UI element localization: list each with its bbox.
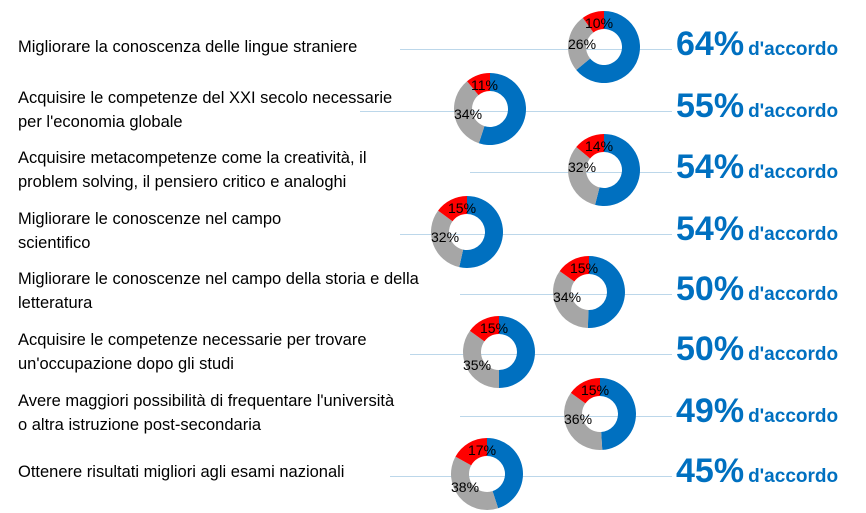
row-label-line: un'occupazione dopo gli studi bbox=[18, 355, 234, 373]
neutral-label: 34% bbox=[454, 106, 482, 122]
agree-percentage: 54% d'accordo bbox=[676, 148, 838, 187]
disagree-label: 15% bbox=[581, 382, 609, 398]
agree-slice bbox=[478, 73, 526, 145]
neutral-label: 35% bbox=[463, 357, 491, 373]
disagree-slice bbox=[582, 11, 604, 33]
neutral-label: 32% bbox=[568, 159, 596, 175]
donut: 15% 36% bbox=[564, 378, 636, 450]
leader-line bbox=[390, 476, 672, 477]
row-label: Acquisire le competenze del XXI secolo n… bbox=[18, 86, 392, 134]
agree-slice bbox=[459, 196, 503, 268]
agree-slice bbox=[576, 11, 640, 83]
agree-word: d'accordo bbox=[748, 101, 839, 122]
agree-value: 45% bbox=[676, 452, 745, 490]
neutral-label: 34% bbox=[553, 289, 581, 305]
agree-slice bbox=[499, 316, 535, 388]
donut: 17% 38% bbox=[451, 438, 523, 510]
donut: 15% 34% bbox=[553, 256, 625, 328]
leader-line bbox=[400, 49, 672, 50]
agree-word: d'accordo bbox=[748, 466, 839, 487]
disagree-slice bbox=[438, 196, 467, 222]
donut: 15% 32% bbox=[431, 196, 503, 268]
row-label-line: Migliorare la conoscenza delle lingue st… bbox=[18, 38, 358, 56]
row-label: Acquisire metacompetenze come la creativ… bbox=[18, 146, 366, 194]
row-label-line: problem solving, il pensiero critico e a… bbox=[18, 173, 347, 191]
neutral-slice bbox=[568, 147, 600, 205]
row-label: Ottenere risultati migliori agli esami n… bbox=[18, 460, 344, 484]
agree-value: 54% bbox=[676, 148, 745, 186]
donut: 14%32% bbox=[568, 134, 641, 206]
row-label: Acquisire le competenze necessarie per t… bbox=[18, 328, 367, 376]
disagree-slice bbox=[576, 134, 604, 159]
agree-percentage: 55% d'accordo bbox=[676, 87, 838, 126]
disagree-slice bbox=[559, 256, 589, 282]
leader-line bbox=[410, 354, 672, 355]
neutral-slice bbox=[568, 17, 594, 70]
agree-word: d'accordo bbox=[748, 406, 839, 427]
agree-word: d'accordo bbox=[748, 284, 839, 305]
disagree-label: 14% bbox=[585, 138, 613, 154]
agree-slice bbox=[595, 134, 641, 206]
neutral-slice bbox=[564, 392, 603, 450]
agree-value: 49% bbox=[676, 392, 745, 430]
row-label-line: Ottenere risultati migliori agli esami n… bbox=[18, 463, 345, 481]
agree-value: 50% bbox=[676, 330, 745, 368]
disagree-slice bbox=[570, 378, 600, 404]
donut: 11% 34% bbox=[453, 73, 526, 145]
disagree-slice bbox=[455, 438, 487, 466]
agree-value: 64% bbox=[676, 25, 745, 63]
row-label-line: Avere maggiori possibilità di frequentar… bbox=[18, 392, 395, 410]
disagree-label: 11% bbox=[471, 77, 498, 93]
row-label-line: per l'economia globale bbox=[18, 113, 183, 131]
agree-word: d'accordo bbox=[748, 39, 839, 60]
row-label-line: o altra istruzione post-secondaria bbox=[18, 416, 262, 434]
disagree-slice bbox=[467, 73, 490, 96]
row-label: Avere maggiori possibilità di frequentar… bbox=[18, 389, 394, 437]
agree-word: d'accordo bbox=[748, 344, 839, 365]
agree-percentage: 50% d'accordo bbox=[676, 330, 838, 369]
neutral-slice bbox=[463, 330, 499, 388]
agree-percentage: 45% d'accordo bbox=[676, 452, 838, 491]
agree-value: 54% bbox=[676, 210, 745, 248]
neutral-label: 32% bbox=[431, 229, 459, 245]
neutral-slice bbox=[553, 271, 589, 328]
disagree-label: 17% bbox=[468, 442, 496, 458]
row-label: Migliorare le conoscenze nel campo scient… bbox=[18, 207, 281, 255]
neutral-label: 26% bbox=[568, 36, 596, 52]
disagree-slice bbox=[469, 316, 499, 342]
agree-word: d'accordo bbox=[748, 162, 839, 183]
agree-value: 55% bbox=[676, 87, 745, 125]
agree-percentage: 50% d'accordo bbox=[676, 270, 838, 309]
row-label: Migliorare la conoscenza delle lingue st… bbox=[18, 35, 357, 59]
agree-slice bbox=[487, 438, 523, 509]
row-label-line: Acquisire le competenze del XXI secolo n… bbox=[18, 89, 393, 107]
leader-line bbox=[400, 234, 672, 235]
row-label-line: Acquisire metacompetenze come la creativ… bbox=[18, 149, 367, 167]
disagree-label: 10% bbox=[585, 15, 613, 31]
neutral-label: 36% bbox=[564, 411, 592, 427]
disagree-label: 15% bbox=[448, 200, 476, 216]
row-label-line: Migliorare le conoscenze nel campo della… bbox=[18, 270, 419, 288]
row-label-line: Acquisire le competenze necessarie per t… bbox=[18, 331, 367, 349]
agree-slice bbox=[600, 378, 636, 450]
donut: 10%26% bbox=[568, 11, 640, 83]
agree-word: d'accordo bbox=[748, 224, 839, 245]
agree-slice bbox=[587, 256, 625, 328]
neutral-slice bbox=[451, 456, 499, 510]
row-label-line: Migliorare le conoscenze nel campo bbox=[18, 210, 282, 228]
neutral-slice bbox=[431, 210, 464, 268]
row-label: Migliorare le conoscenze nel campo della… bbox=[18, 267, 419, 315]
row-label-line: letteratura bbox=[18, 294, 93, 312]
agree-percentage: 54% d'accordo bbox=[676, 210, 838, 249]
neutral-slice bbox=[453, 81, 485, 144]
disagree-label: 15% bbox=[570, 260, 598, 276]
donut: 15% 35% bbox=[463, 316, 535, 388]
agree-value: 50% bbox=[676, 270, 745, 308]
disagree-label: 15% bbox=[480, 320, 508, 336]
neutral-label: 38% bbox=[451, 479, 479, 495]
row-label-line: scientifico bbox=[18, 234, 91, 252]
agree-percentage: 49% d'accordo bbox=[676, 392, 838, 431]
agree-percentage: 64% d'accordo bbox=[676, 25, 838, 64]
